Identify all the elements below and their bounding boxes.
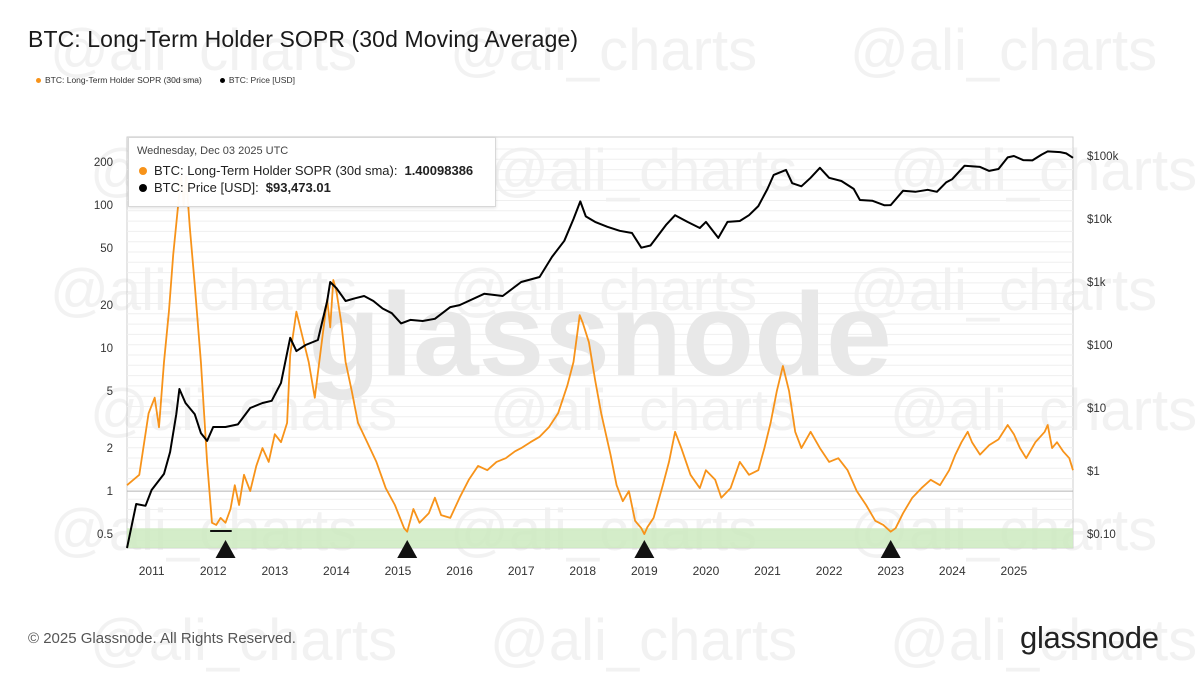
left-tick-label: 0.5 xyxy=(97,529,113,541)
x-tick-label: 2021 xyxy=(754,564,781,578)
series-line-price xyxy=(126,150,1074,549)
watermark-handle: @ali_charts xyxy=(490,378,797,443)
axes: 0.5 1 2 5 10 20 50 100 200 $0.10 $1 $10 $100 $1k $10k $… xyxy=(94,151,1119,578)
x-tick-label: 2016 xyxy=(446,564,473,578)
markers xyxy=(210,530,901,558)
left-tick-label: 100 xyxy=(94,200,113,212)
watermark-handle: @ali_charts xyxy=(450,258,757,323)
right-tick-label: $1 xyxy=(1087,466,1100,478)
right-tick-label: $100 xyxy=(1087,340,1113,352)
right-tick-label: $0.10 xyxy=(1087,529,1116,541)
left-tick-label: 200 xyxy=(94,157,113,169)
tooltip: Wednesday, Dec 03 2025 UTC BTC: Long-Ter… xyxy=(128,137,496,207)
watermark-handle: @ali_charts xyxy=(50,258,357,323)
series-layer xyxy=(126,150,1074,549)
right-tick-label: $10k xyxy=(1087,214,1112,226)
x-tick-label: 2024 xyxy=(939,564,966,578)
marker-arrow-up xyxy=(634,540,655,558)
left-tick-label: 50 xyxy=(100,243,113,255)
watermark-handle: @ali_charts xyxy=(890,608,1197,673)
x-tick-label: 2025 xyxy=(1001,564,1028,578)
x-tick-label: 2023 xyxy=(877,564,904,578)
watermark-handle: @ali_charts xyxy=(490,608,797,673)
shaded-band xyxy=(127,528,1073,548)
right-tick-label: $10 xyxy=(1087,403,1106,415)
tooltip-label-price: BTC: Price [USD]: xyxy=(154,180,259,195)
tooltip-row-sopr: BTC: Long-Term Holder SOPR (30d sma): 1.… xyxy=(139,163,473,178)
left-tick-label: 20 xyxy=(100,300,113,312)
right-tick-label: $1k xyxy=(1087,277,1106,289)
watermark-handle: @ali_charts xyxy=(90,378,397,443)
watermark-handle: @ali_charts xyxy=(490,138,797,203)
watermark-handle: @ali_charts xyxy=(90,608,397,673)
legend-item-sopr[interactable]: BTC: Long-Term Holder SOPR (30d sma) xyxy=(36,75,202,85)
left-tick-label: 1 xyxy=(107,486,113,498)
tooltip-swatch-sopr xyxy=(139,166,147,175)
watermark-handle: @ali_charts xyxy=(450,18,757,83)
x-tick-label: 2015 xyxy=(385,564,412,578)
marker-arrow-up xyxy=(880,540,901,558)
left-tick-label: 5 xyxy=(107,386,113,398)
x-tick-label: 2014 xyxy=(323,564,350,578)
left-tick-label: 2 xyxy=(107,443,113,455)
x-tick-label: 2013 xyxy=(261,564,288,578)
x-tick-label: 2022 xyxy=(816,564,843,578)
x-tick-label: 2011 xyxy=(139,564,165,578)
watermark-handle: @ali_charts xyxy=(850,258,1157,323)
legend: BTC: Long-Term Holder SOPR (30d sma) BTC… xyxy=(36,75,295,85)
center-watermark: glassnode xyxy=(308,269,892,401)
tooltip-swatch-price xyxy=(139,183,147,192)
marker-arrow-up xyxy=(397,540,418,558)
marker-arrow-up xyxy=(215,540,236,558)
copyright-footer: © 2025 Glassnode. All Rights Reserved. xyxy=(28,630,296,647)
legend-label-price: BTC: Price [USD] xyxy=(228,75,295,85)
center-watermark-text: glassnode xyxy=(308,269,892,401)
page-title: BTC: Long-Term Holder SOPR (30d Moving A… xyxy=(28,26,579,52)
gridlines xyxy=(127,148,1073,541)
legend-swatch-price xyxy=(219,77,225,83)
tooltip-label-sopr: BTC: Long-Term Holder SOPR (30d sma): xyxy=(154,163,398,178)
brand-logo: glassnode xyxy=(1020,620,1159,655)
x-tick-label: 2017 xyxy=(508,564,535,578)
x-tick-label: 2018 xyxy=(569,564,596,578)
watermark-handle: @ali_charts xyxy=(890,138,1197,203)
legend-swatch-sopr xyxy=(36,77,41,83)
x-tick-label: 2020 xyxy=(693,564,720,578)
right-tick-label: $100k xyxy=(1087,151,1119,163)
legend-label-sopr: BTC: Long-Term Holder SOPR (30d sma) xyxy=(45,75,202,85)
left-tick-label: 10 xyxy=(100,343,113,355)
tooltip-value-price: $93,473.01 xyxy=(265,180,331,195)
legend-item-price[interactable]: BTC: Price [USD] xyxy=(219,75,295,85)
x-tick-label: 2012 xyxy=(200,564,227,578)
tooltip-date: Wednesday, Dec 03 2025 UTC xyxy=(137,145,289,157)
series-line-sopr xyxy=(126,175,1074,535)
watermark-handle: @ali_charts xyxy=(50,18,357,83)
tooltip-row-price: BTC: Price [USD]: $93,473.01 xyxy=(139,180,331,195)
tooltip-value-sopr: 1.40098386 xyxy=(404,163,474,178)
x-tick-label: 2019 xyxy=(631,564,658,578)
watermark-handle: @ali_charts xyxy=(850,18,1157,83)
shaded-band-rect xyxy=(127,528,1073,548)
